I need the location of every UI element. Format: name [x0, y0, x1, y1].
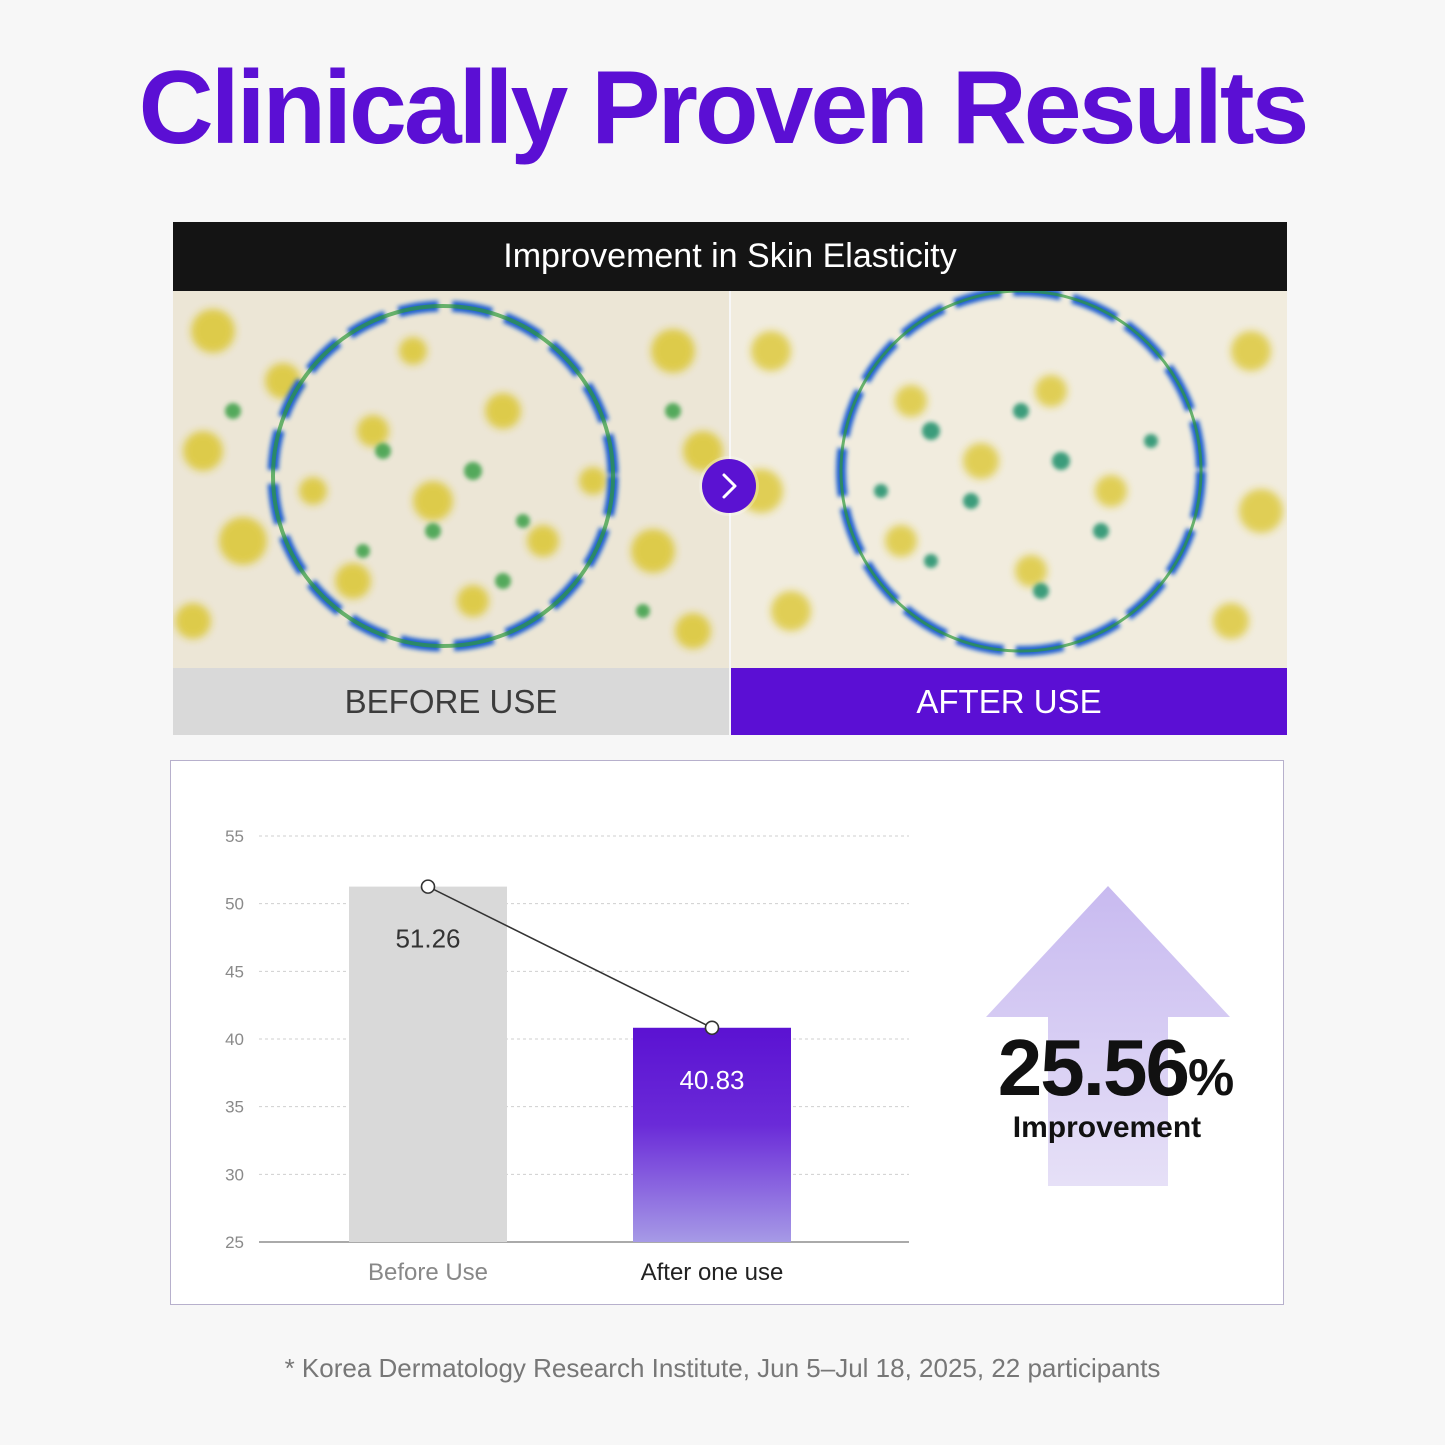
trend-point	[420, 879, 436, 894]
chevron-right-icon	[702, 459, 756, 513]
page-headline: Clinically Proven Results	[138, 50, 1310, 166]
bar-value-label: 51.26	[395, 924, 460, 954]
bar-before-use	[349, 886, 507, 1242]
improvement-value: 25.56%	[971, 1023, 1261, 1123]
trend-point	[704, 1020, 720, 1036]
y-tick-label: 35	[225, 1098, 244, 1117]
y-tick-label: 45	[225, 962, 244, 981]
elasticity-chart-card: 25 30 35 40 45 50 55 51.26 Before Use 40.83 After …	[170, 760, 1284, 1305]
up-arrow-icon	[986, 886, 1230, 1186]
trend-line	[427, 885, 713, 1029]
x-category-label: Before Use	[368, 1259, 488, 1286]
y-tick-label: 50	[225, 895, 244, 914]
after-skin-image	[731, 291, 1287, 668]
y-tick-label: 55	[225, 827, 244, 846]
before-after-panel: Improvement in Skin Elasticity	[173, 222, 1287, 735]
improvement-label: Improvement	[1012, 1111, 1202, 1144]
bar-chart: 25 30 35 40 45 50 55 51.26 Before Use 40.83 After …	[225, 827, 909, 1286]
bar-value-label: 40.83	[679, 1065, 744, 1095]
study-footnote: * Korea Dermatology Research Institute, …	[284, 1353, 1161, 1383]
improvement-unit: %	[1187, 1049, 1235, 1107]
bar-after-one-use	[633, 1027, 791, 1242]
x-category-label: After one use	[641, 1259, 784, 1286]
before-use-label: BEFORE USE	[173, 668, 729, 735]
y-tick-label: 25	[225, 1233, 244, 1252]
improvement-number: 25.56	[997, 1023, 1190, 1112]
panel-title: Improvement in Skin Elasticity	[173, 222, 1287, 291]
after-use-label: AFTER USE	[731, 668, 1287, 735]
y-tick-label: 30	[225, 1165, 244, 1184]
before-skin-image	[173, 291, 729, 668]
y-tick-label: 40	[225, 1030, 244, 1049]
